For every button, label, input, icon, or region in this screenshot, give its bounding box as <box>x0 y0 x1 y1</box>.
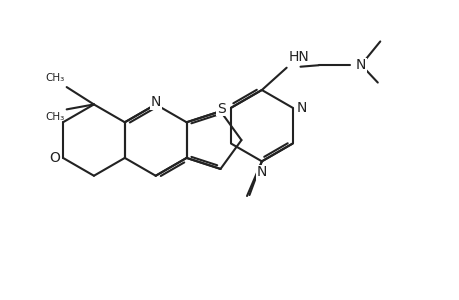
Text: HN: HN <box>287 50 308 64</box>
Text: N: N <box>355 58 365 72</box>
Text: N: N <box>150 95 161 109</box>
Text: CH₃: CH₃ <box>45 73 64 83</box>
Text: N: N <box>296 101 307 115</box>
Text: O: O <box>50 151 61 165</box>
Text: CH₃: CH₃ <box>45 112 64 122</box>
Text: S: S <box>217 102 225 116</box>
Text: N: N <box>256 165 267 179</box>
